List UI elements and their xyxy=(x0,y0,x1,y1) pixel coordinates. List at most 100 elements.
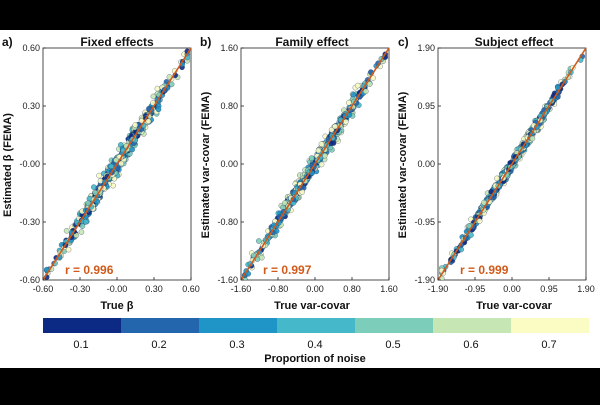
data-point xyxy=(366,81,373,87)
y-tick-label: -0.60 xyxy=(19,275,40,285)
data-point xyxy=(468,232,474,238)
panel-label: a) xyxy=(2,35,13,49)
x-tick-label: -0.80 xyxy=(268,284,289,294)
data-point xyxy=(65,246,72,253)
x-tick-label: 0.00 xyxy=(306,284,324,294)
y-tick-label: 0.80 xyxy=(220,101,238,111)
correlation-annotation: r = 0.999 xyxy=(460,263,509,277)
data-point xyxy=(529,135,536,142)
colorbar-segment xyxy=(355,318,434,333)
x-tick-label: -0.60 xyxy=(33,284,54,294)
panel-subject-effect: c) Subject effect True var-covar Estimat… xyxy=(397,35,595,312)
y-axis-label: Estimated β (FEMA) xyxy=(2,113,14,217)
data-point xyxy=(85,200,92,206)
colorbar-segment xyxy=(43,318,122,333)
data-point xyxy=(476,218,483,224)
data-point xyxy=(346,99,352,106)
data-point xyxy=(145,118,152,124)
data-point xyxy=(318,161,325,168)
data-point xyxy=(150,93,157,100)
data-point xyxy=(118,160,125,167)
y-tick-label: 0.00 xyxy=(220,159,238,169)
x-tick-label: 0.00 xyxy=(503,284,521,294)
panel-label: b) xyxy=(200,35,211,49)
data-point xyxy=(155,106,162,113)
data-point xyxy=(154,85,161,92)
y-tick-label: -0.80 xyxy=(217,217,238,227)
colorbar-tick-label: 0.1 xyxy=(73,339,88,351)
y-axis-label: Estimated var-covar (FEMA) xyxy=(397,91,409,238)
y-tick-label: 0.00 xyxy=(417,159,435,169)
x-tick-label: -0.95 xyxy=(465,284,486,294)
data-point xyxy=(259,254,265,261)
data-point xyxy=(83,219,89,225)
panel-title: Subject effect xyxy=(475,35,554,49)
colorbar-segment xyxy=(511,318,590,333)
data-point xyxy=(129,146,135,153)
data-point xyxy=(363,88,369,95)
data-point xyxy=(332,123,338,130)
colorbar-tick-label: 0.3 xyxy=(229,339,244,351)
x-tick-label: -1.90 xyxy=(428,284,449,294)
data-point xyxy=(78,229,85,235)
data-point xyxy=(318,141,325,147)
y-axis-label: Estimated var-covar (FEMA) xyxy=(200,91,212,238)
x-tick-label: -0.30 xyxy=(70,284,91,294)
data-point xyxy=(315,147,322,154)
y-tick-label: 0.30 xyxy=(22,101,40,111)
panel-fixed-effects: a) Fixed effects True β Estimated β (FEM… xyxy=(2,35,200,312)
y-tick-label: 1.60 xyxy=(220,43,238,53)
panel-family-effect: b) Family effect True var-covar Estimate… xyxy=(200,35,398,312)
data-point xyxy=(79,223,86,229)
x-tick-label: 0.95 xyxy=(540,284,558,294)
x-tick-label: 0.80 xyxy=(343,284,361,294)
colorbar-tick-label: 0.2 xyxy=(151,339,166,351)
data-point xyxy=(494,175,500,182)
y-tick-label: 1.90 xyxy=(417,43,435,53)
colorbar-tick-label: 0.5 xyxy=(385,339,400,351)
colorbar-segment xyxy=(199,318,278,333)
colorbar-tick-label: 0.6 xyxy=(463,339,478,351)
fit-line xyxy=(437,47,587,281)
data-point xyxy=(256,238,262,244)
colorbar-segment xyxy=(121,318,200,333)
fit-line xyxy=(42,47,192,281)
fit-line xyxy=(240,47,390,281)
colorbar: Proportion of noise 0.1 0.2 0.3 0.4 0.5 0.6 0.… xyxy=(43,318,590,365)
colorbar-segment xyxy=(277,318,356,333)
x-tick-label: -1.60 xyxy=(231,284,252,294)
data-point xyxy=(91,184,97,190)
panel-title: Family effect xyxy=(275,35,348,49)
x-tick-label: 0.60 xyxy=(182,284,200,294)
data-point xyxy=(308,155,315,161)
correlation-annotation: r = 0.996 xyxy=(65,263,114,277)
y-tick-label: -0.95 xyxy=(414,217,435,227)
y-tick-label: -0.00 xyxy=(19,159,40,169)
colorbar-segment xyxy=(433,318,512,333)
y-tick-label: -1.60 xyxy=(217,275,238,285)
x-tick-label: 0.30 xyxy=(145,284,163,294)
data-point xyxy=(63,228,70,234)
y-tick-label: 0.60 xyxy=(22,43,40,53)
panel-title: Fixed effects xyxy=(80,35,154,49)
data-point xyxy=(96,172,102,179)
y-tick-label: -1.90 xyxy=(414,275,435,285)
data-point xyxy=(350,91,357,98)
x-axis-label: True var-covar xyxy=(476,300,553,312)
x-tick-label: -0.00 xyxy=(107,284,128,294)
data-point xyxy=(330,140,337,146)
data-point xyxy=(94,198,100,205)
data-point xyxy=(108,163,115,170)
colorbar-tick-label: 0.7 xyxy=(541,339,556,351)
x-tick-label: 1.60 xyxy=(380,284,398,294)
y-tick-label: 0.95 xyxy=(417,101,435,111)
x-axis-label: True β xyxy=(101,300,134,312)
x-tick-label: 1.90 xyxy=(577,284,595,294)
panel-label: c) xyxy=(398,35,409,49)
data-point xyxy=(354,82,361,89)
colorbar-tick-label: 0.4 xyxy=(307,339,322,351)
correlation-annotation: r = 0.997 xyxy=(263,263,312,277)
y-tick-label: -0.30 xyxy=(19,217,40,227)
